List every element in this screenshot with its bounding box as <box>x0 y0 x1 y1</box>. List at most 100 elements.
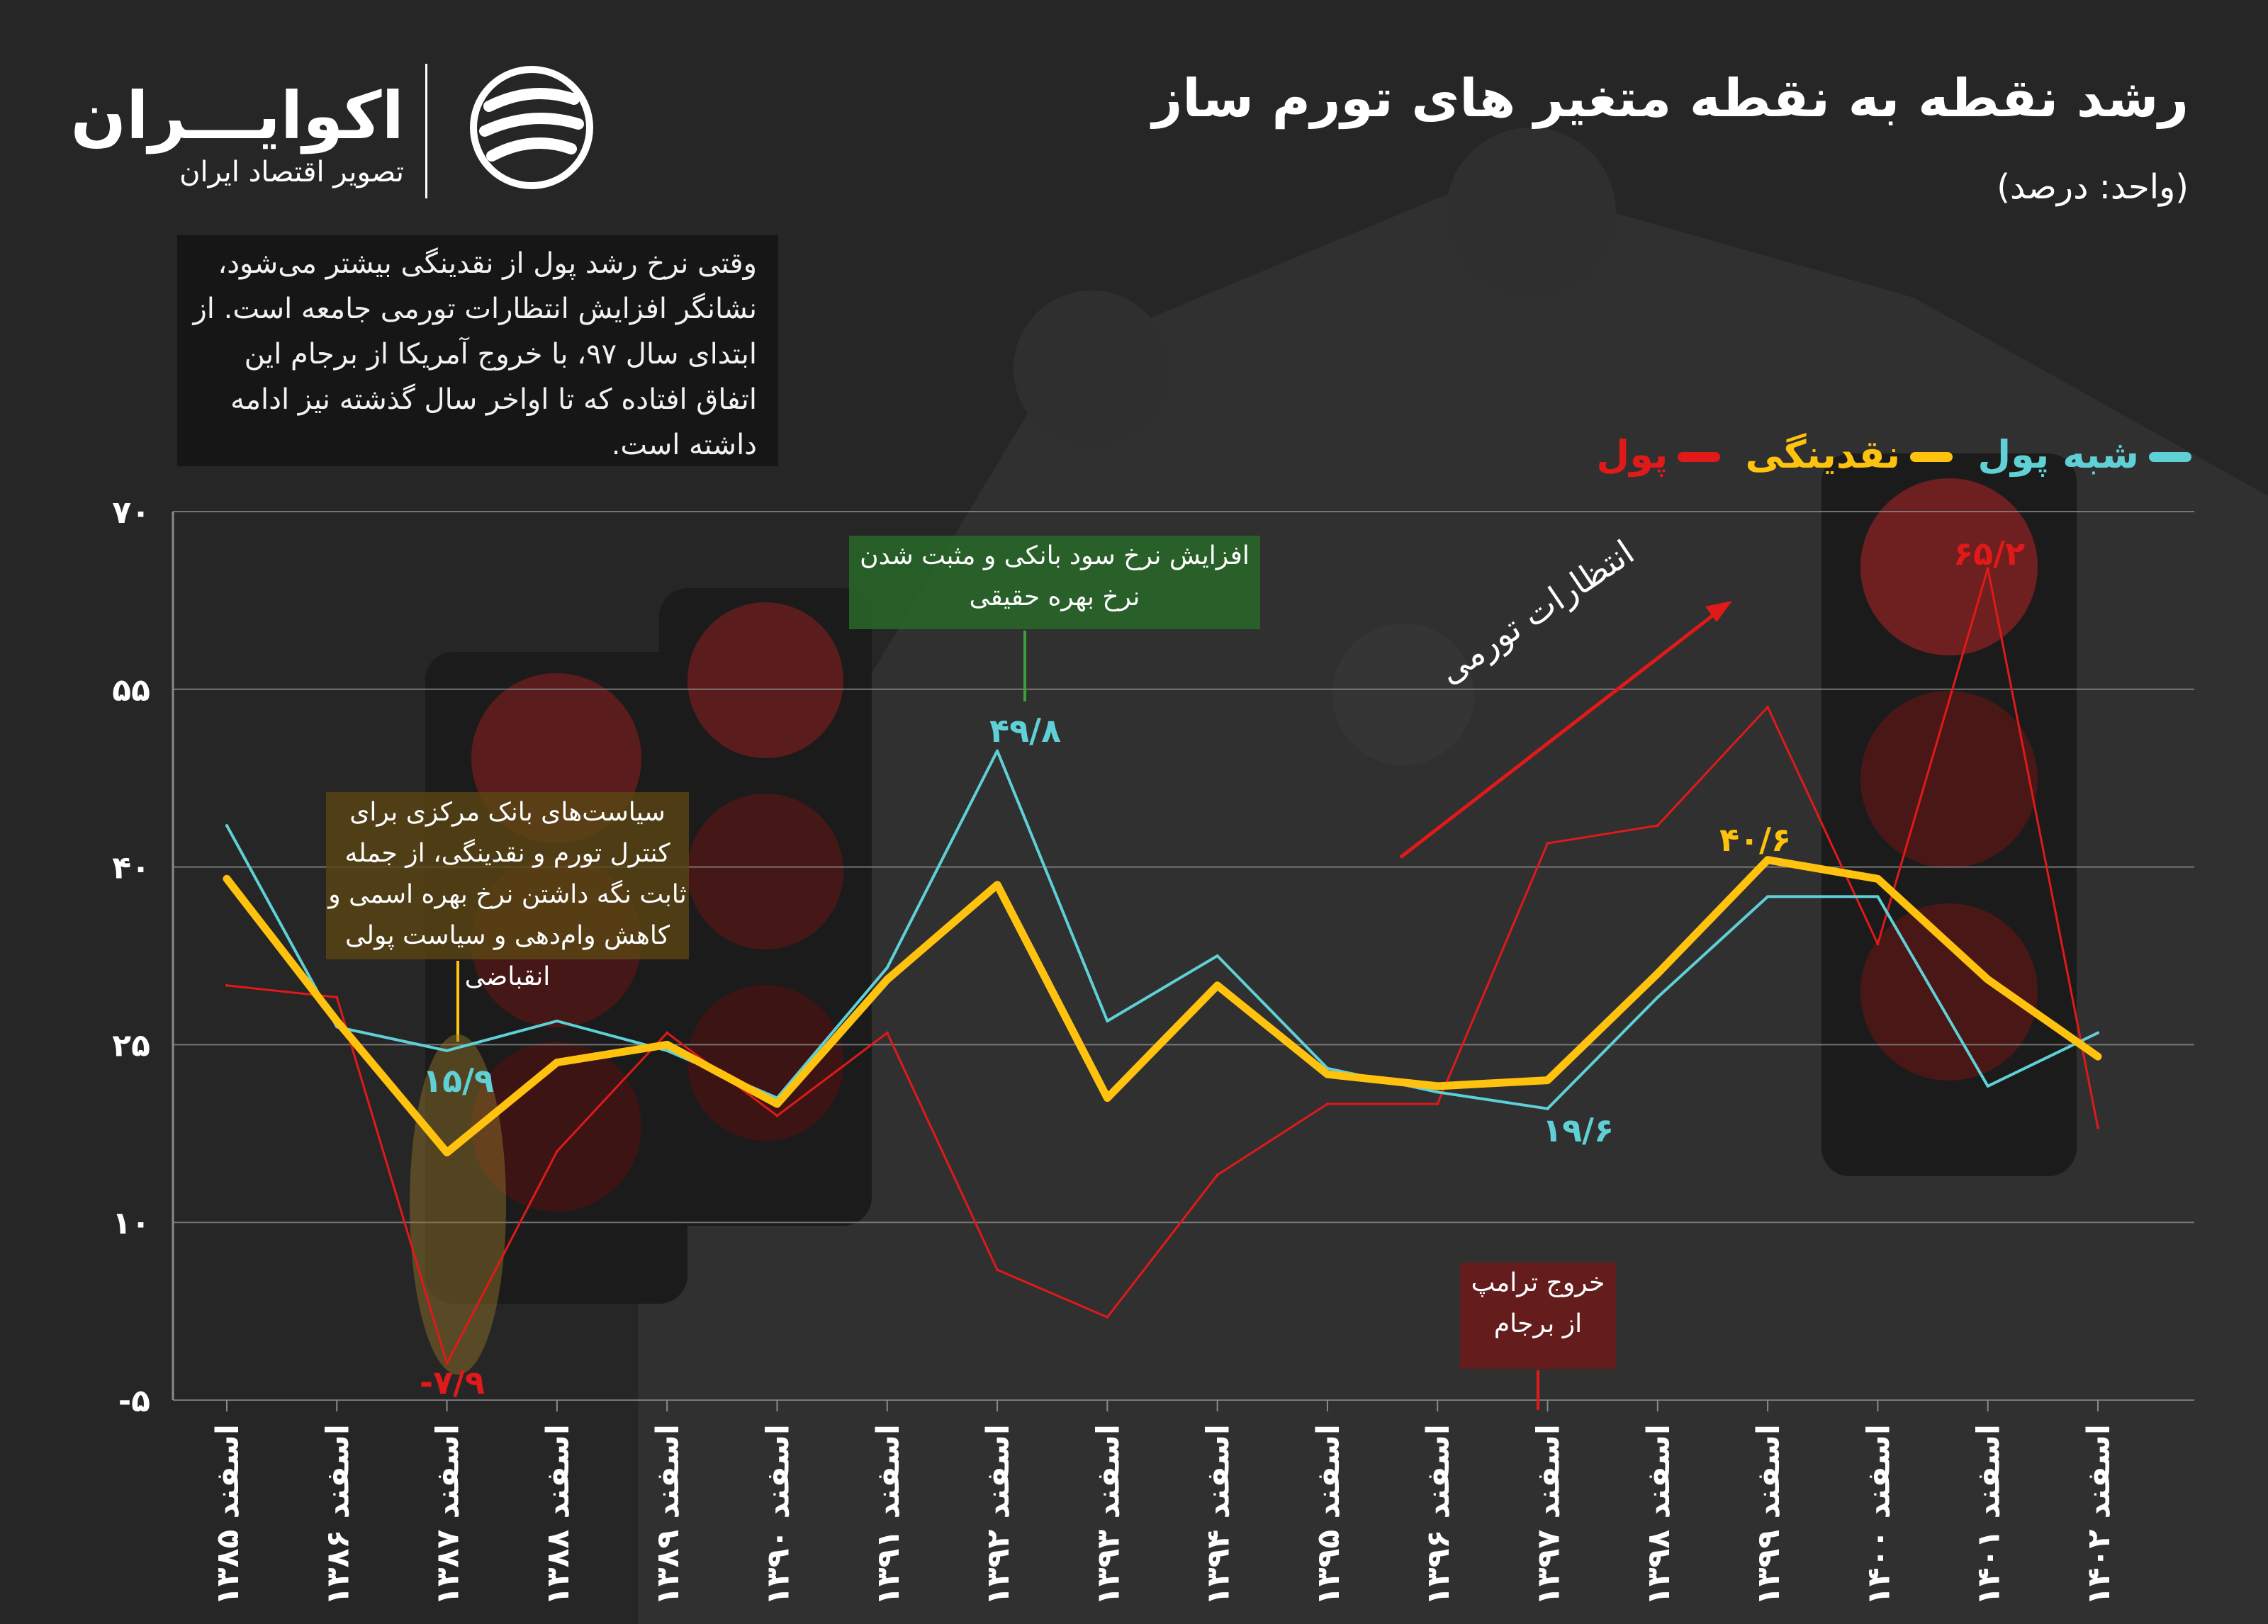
data-point-liquidity <box>1656 972 1659 976</box>
data-point-liquidity <box>335 1019 339 1022</box>
x-tick-label: اسفند ۱۳۹۹ <box>1751 1424 1787 1606</box>
x-tick-label: اسفند ۱۳۸۵ <box>210 1424 246 1606</box>
data-point-money <box>1436 1103 1439 1105</box>
trend-arrow-head <box>1705 601 1732 622</box>
data-point-liquidity <box>1766 858 1770 862</box>
data-point-quasi-money <box>1656 996 1659 999</box>
data-point-money <box>1766 705 1770 709</box>
interest-annotation: افزایش نرخ سود بانکی و مثبت شدن نرخ بهره… <box>849 536 1260 629</box>
trend-arrow-line <box>1399 612 1717 859</box>
point-label-liquidity-1399: ۴۰/۶ <box>1719 821 1792 859</box>
point-label-money-1401: ۶۵/۲ <box>1953 534 2026 573</box>
policy-annotation: سیاست‌های بانک مرکزی برای کنترل تورم و ن… <box>326 792 689 991</box>
data-point-money <box>1216 1173 1219 1177</box>
data-point-liquidity <box>1546 1078 1549 1082</box>
data-point-quasi-money <box>225 824 228 828</box>
data-point-liquidity <box>1216 983 1219 987</box>
legend-label-liquidity: نقدینگی <box>1745 432 1901 477</box>
data-point-liquidity <box>666 1043 669 1047</box>
data-point-quasi-money <box>2096 1031 2099 1034</box>
legend-swatch-liquidity <box>1910 452 1953 463</box>
x-tick-label: اسفند ۱۳۸۶ <box>320 1424 356 1606</box>
series-line-money <box>225 567 2099 1365</box>
data-point-money <box>1876 942 1880 946</box>
grid-layer <box>172 511 2194 1411</box>
data-point-quasi-money <box>996 749 999 752</box>
data-point-money <box>1656 824 1659 828</box>
x-tick-label: اسفند ۱۳۹۰ <box>760 1424 796 1606</box>
data-point-liquidity <box>2096 1055 2099 1059</box>
data-point-money <box>666 1031 669 1034</box>
x-tick-label: اسفند ۱۳۹۶ <box>1420 1424 1456 1606</box>
chart-title: رشد نقطه به نقطه متغیر های تورم ساز <box>1152 68 2189 129</box>
data-point-quasi-money <box>885 966 889 969</box>
x-tick-label: اسفند ۱۳۹۲ <box>980 1424 1016 1606</box>
data-point-money <box>1325 1103 1329 1105</box>
logo-divider <box>425 64 427 198</box>
data-point-liquidity <box>225 877 228 881</box>
brand-tagline: تصویر اقتصاد ایران <box>179 156 404 188</box>
x-tick-label: اسفند ۱۳۹۳ <box>1090 1424 1126 1606</box>
x-tick-label: اسفند ۱۴۰۰ <box>1860 1424 1897 1606</box>
data-point-liquidity <box>1106 1096 1109 1100</box>
point-label-quasi-1396: ۱۹/۶ <box>1542 1111 1615 1149</box>
trump-annotation: خروج ترامپ از برجام <box>1460 1263 1616 1369</box>
data-point-liquidity <box>996 883 999 886</box>
ecoiran-logo-icon <box>470 66 593 189</box>
data-point-money <box>555 1149 558 1153</box>
data-point-money <box>1986 567 1989 570</box>
data-point-liquidity <box>445 1151 449 1154</box>
brand-name: اکوایـــران <box>70 78 404 154</box>
x-tick-label: اسفند ۱۳۹۴ <box>1201 1424 1237 1606</box>
x-tick-label: اسفند ۱۳۸۷ <box>430 1424 466 1606</box>
series-layer <box>223 567 2102 1365</box>
x-tick-label: اسفند ۱۳۸۹ <box>650 1424 686 1606</box>
series-line-liquidity <box>223 856 2102 1157</box>
brand-logo: اکوایـــران تصویر اقتصاد ایران <box>70 50 593 205</box>
data-point-quasi-money <box>1216 954 1219 957</box>
legend-swatch-quasi-money <box>2149 452 2191 463</box>
chart-unit: (واحد: درصد) <box>1997 167 2189 207</box>
data-point-money <box>2096 1126 2099 1129</box>
data-point-quasi-money <box>445 1049 449 1052</box>
y-tick-label: ۱۰ <box>112 1205 150 1241</box>
data-point-money <box>775 1114 779 1117</box>
chart-legend: شبه پول نقدینگی پول <box>1575 432 2191 477</box>
data-point-quasi-money <box>1436 1090 1439 1094</box>
data-point-liquidity <box>885 978 889 981</box>
data-point-quasi-money <box>1106 1019 1109 1022</box>
x-tick-label: اسفند ۱۴۰۲ <box>2081 1424 2117 1606</box>
data-point-liquidity <box>1876 877 1880 881</box>
data-point-liquidity <box>555 1061 558 1064</box>
y-tick-label: ۴۰ <box>112 850 150 886</box>
data-point-money <box>1106 1315 1109 1319</box>
data-point-money <box>445 1362 449 1365</box>
data-point-liquidity <box>1325 1073 1329 1076</box>
x-tick-label: اسفند ۱۴۰۱ <box>1971 1424 2007 1606</box>
explanatory-note: وقتی نرخ رشد پول از نقدینگی بیشتر می‌شود… <box>177 235 778 466</box>
data-point-money <box>1546 842 1549 845</box>
legend-quasi-money: شبه پول <box>1977 432 2191 477</box>
data-point-quasi-money <box>666 1049 669 1052</box>
x-tick-label: اسفند ۱۳۹۸ <box>1641 1424 1677 1606</box>
data-point-quasi-money <box>555 1019 558 1022</box>
data-point-liquidity <box>1986 978 1989 981</box>
legend-money: پول <box>1596 432 1721 477</box>
x-tick-label: اسفند ۱۳۹۵ <box>1310 1424 1347 1606</box>
legend-swatch-money <box>1678 452 1721 463</box>
x-tick-label: اسفند ۱۳۹۷ <box>1531 1424 1567 1606</box>
data-point-quasi-money <box>1986 1084 1989 1088</box>
point-label-liquidity-1387: ۱۵/۹ <box>422 1061 495 1100</box>
data-point-quasi-money <box>1546 1107 1549 1110</box>
x-tick-label: اسفند ۱۳۹۱ <box>870 1424 906 1606</box>
y-tick-label: ۷۰ <box>112 495 150 531</box>
legend-liquidity: نقدینگی <box>1746 432 1953 477</box>
y-tick-label: ۲۵ <box>112 1027 150 1064</box>
x-tick-label: اسفند ۱۳۸۸ <box>540 1424 576 1606</box>
series-line-quasi-money <box>225 749 2099 1110</box>
data-point-quasi-money <box>1766 895 1770 898</box>
point-label-money-1387: -۷/۹ <box>420 1363 485 1402</box>
point-label-quasi-1392: ۴۹/۸ <box>989 711 1062 750</box>
